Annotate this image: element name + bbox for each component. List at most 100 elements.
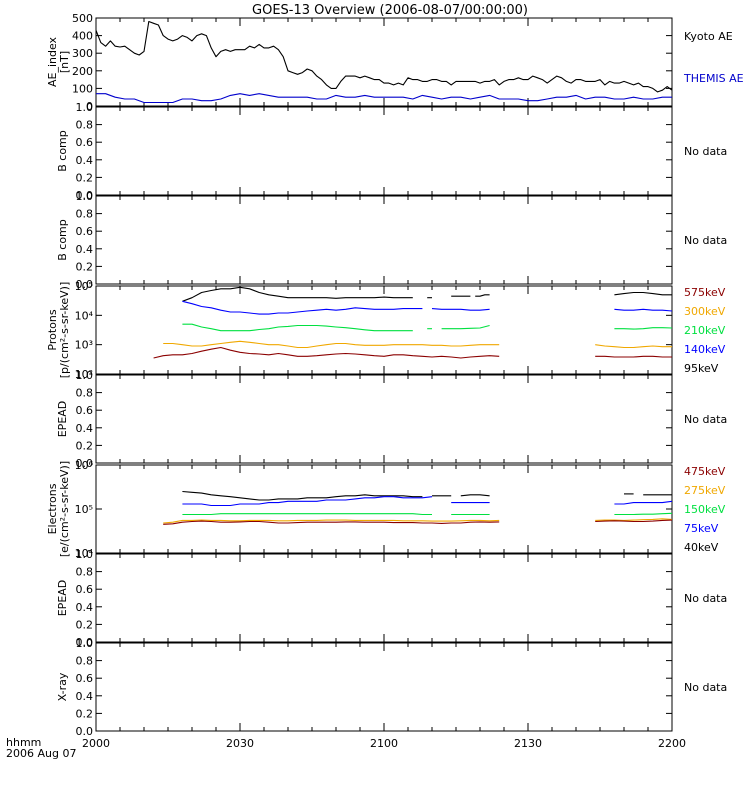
footer-date: 2006 Aug 07: [6, 747, 76, 760]
y-tick-label: 10²: [75, 368, 93, 381]
y-tick-label: 1.0: [76, 548, 94, 561]
y-axis-unit: [nT]: [58, 51, 71, 73]
y-tick-label: 10⁵: [75, 503, 93, 516]
series-line: [614, 308, 673, 312]
y-tick-label: 0.2: [76, 260, 94, 273]
y-tick-label: 10⁶: [75, 459, 94, 472]
panels-group: 0 100 200 300 400 500 AE_index [nT] Kyoto AE THEM…: [46, 12, 744, 738]
y-tick-label: 0.0: [76, 189, 94, 202]
y-tick-label: 0.2: [76, 618, 94, 631]
y-tick-label: 0.4: [76, 154, 94, 167]
x-tick-label: 2130: [514, 737, 542, 750]
y-tick-label: 0.6: [76, 225, 94, 238]
series-140kev: [182, 300, 673, 315]
y-tick-label: 10⁵: [75, 280, 93, 293]
x-tick-label: 2200: [658, 737, 686, 750]
figure-title: GOES-13 Overview (2006-08-07/00:00:00): [252, 3, 528, 18]
series-line: [431, 308, 490, 311]
panel-ae: 0 100 200 300 400 500 AE_index [nT] Kyoto AE THEM…: [46, 12, 744, 113]
series-line: [163, 519, 500, 524]
panel-frame: [95, 17, 673, 107]
series-line: [441, 324, 490, 330]
y-axis-unit: [e/(cm²-s-sr-keV)]: [58, 461, 71, 557]
y-tick-label: 0.2: [76, 439, 94, 452]
y-tick-label: 0.8: [76, 387, 94, 400]
y-tick-label: 0.0: [76, 725, 94, 738]
side-label: 475keV: [684, 465, 726, 478]
series-themis-ae: [96, 93, 672, 104]
panel-xray: 0.0 0.2 0.4 0.6 0.8 1.0 X-ray No data: [56, 637, 727, 738]
x-tick-label: 2100: [370, 737, 398, 750]
side-label: 150keV: [684, 503, 726, 516]
y-tick-label: 0.4: [76, 601, 94, 614]
series-line: [614, 512, 673, 516]
side-label: 275keV: [684, 484, 726, 497]
y-axis-label: Protons: [46, 309, 59, 350]
y-tick-label: 0.6: [76, 583, 94, 596]
series-line: [182, 496, 433, 507]
footer-hhmm: hhmm: [6, 736, 41, 749]
y-tick-label: 100: [72, 82, 93, 95]
series-line: [182, 513, 432, 516]
series-150kev: [182, 512, 673, 516]
y-tick-label: 500: [72, 12, 93, 25]
series-line: [614, 327, 673, 330]
panel-frame: [95, 464, 673, 554]
y-tick-label: 0.8: [76, 655, 94, 668]
side-label: No data: [684, 145, 727, 158]
panel-frame: [95, 195, 673, 285]
panel-epead2: 0.0 0.2 0.4 0.6 0.8 1.0 EPEAD No data: [56, 548, 727, 649]
series-line: [614, 291, 672, 296]
side-label: 300keV: [684, 305, 726, 318]
y-tick-label: 0.8: [76, 119, 94, 132]
side-label: No data: [684, 681, 727, 694]
panel-frame: [95, 553, 673, 643]
y-tick-label: 0.2: [76, 707, 94, 720]
side-label: 575keV: [684, 286, 726, 299]
y-tick-label: 300: [72, 47, 93, 60]
series-210kev: [182, 323, 673, 332]
y-tick-label: 400: [72, 30, 93, 43]
series-575kev: [153, 346, 672, 359]
y-tick-label: 0.6: [76, 136, 94, 149]
y-tick-label: 0.6: [76, 672, 94, 685]
y-tick-label: 10³: [75, 339, 93, 352]
side-label: 75keV: [684, 522, 719, 535]
series-line: [182, 286, 413, 302]
y-tick-label: 0: [86, 100, 93, 113]
series-line: [95, 20, 673, 93]
side-label: 140keV: [684, 343, 726, 356]
y-axis-label: AE_index: [46, 36, 59, 87]
panel-bcomp1: 0.0 0.2 0.4 0.6 0.8 1.0 B comp No data: [56, 101, 727, 202]
y-tick-label: 1.0: [76, 369, 94, 382]
series-275kev: [163, 518, 673, 524]
side-label: 40keV: [684, 541, 719, 554]
y-tick-label: 0.4: [76, 422, 94, 435]
x-tick-label: 2000: [82, 737, 110, 750]
panel-protons: 10² 10³ 10⁴ 10⁵ Protons [p/(cm²-s-sr-keV)] 575…: [46, 280, 726, 381]
panel-frame: [95, 642, 673, 732]
y-tick-label: 0.2: [76, 171, 94, 184]
y-tick-label: 0.0: [76, 278, 94, 291]
y-axis-label: B comp: [56, 219, 69, 261]
series-line: [595, 355, 672, 358]
series-kyoto-ae: [95, 20, 673, 93]
x-tick-label: 2030: [226, 737, 254, 750]
series-line: [153, 346, 500, 359]
panel-epead1: 0.0 0.2 0.4 0.6 0.8 1.0 EPEAD No data: [56, 369, 727, 470]
x-axis: 2000 2030 2100 2130 2200: [82, 737, 686, 750]
y-tick-label: 0.4: [76, 690, 94, 703]
series-line: [182, 323, 413, 332]
series-line: [96, 93, 672, 104]
series-line: [595, 519, 673, 523]
series-line: [595, 518, 673, 521]
series-line: [614, 500, 673, 505]
series-line: [163, 340, 500, 349]
series-300kev: [163, 340, 672, 349]
panel-frame: [95, 106, 673, 196]
panel-frame: [95, 285, 673, 375]
series-75kev: [182, 496, 673, 507]
side-label: Kyoto AE: [684, 30, 733, 43]
y-tick-label: 0.8: [76, 208, 94, 221]
y-axis-label: Electrons: [46, 483, 59, 534]
